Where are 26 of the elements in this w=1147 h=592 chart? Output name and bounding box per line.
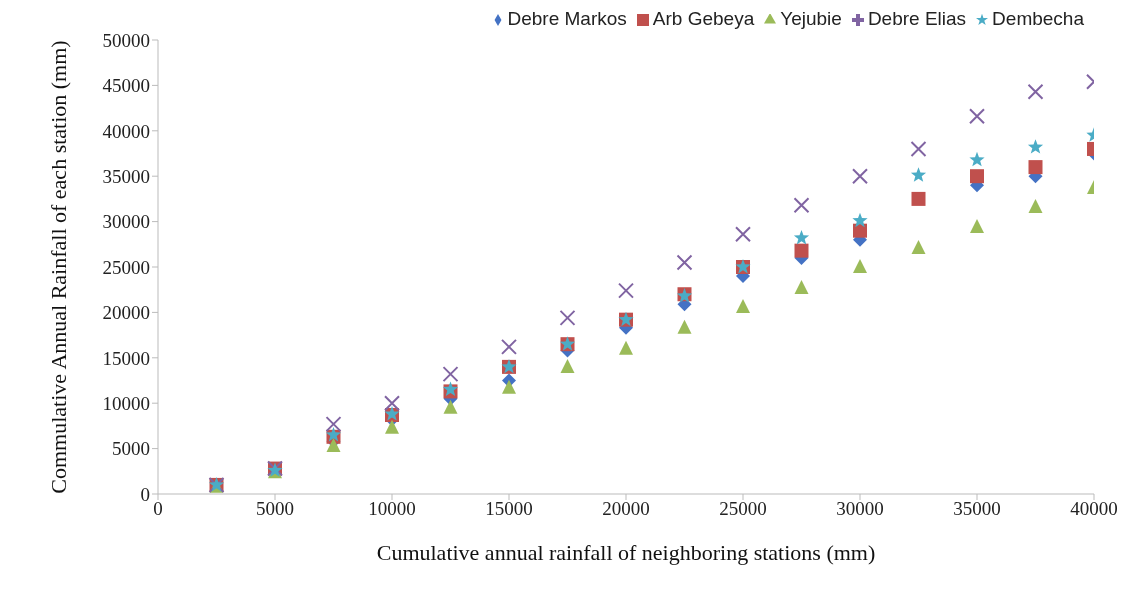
y-tick-label: 10000 [102, 392, 150, 414]
y-tick-label: 30000 [102, 211, 150, 233]
legend-label: Dembecha [992, 8, 1084, 29]
y-tick-label: 50000 [102, 29, 150, 51]
y-tick-label: 0 [140, 483, 150, 505]
y-tick-label: 20000 [102, 302, 150, 324]
x-tick-label: 10000 [368, 498, 416, 520]
x-tick-label: 40000 [1070, 498, 1118, 520]
x-tick-label: 15000 [485, 498, 533, 520]
y-tick-label: 15000 [102, 347, 150, 369]
legend-label: Debre Elias [867, 8, 967, 29]
y-tick-label: 35000 [102, 165, 150, 187]
x-axis-title: Cumulative annual rainfall of neighboring stations (mm) [376, 540, 876, 565]
x-tick-label: 20000 [602, 498, 650, 520]
y-tick-label: 25000 [102, 256, 150, 278]
legend-label: Debre Markos [507, 8, 627, 29]
legend-label: Yejubie [780, 8, 842, 29]
y-tick-label: 40000 [102, 120, 150, 142]
legend-label: Arb Gebeya [652, 8, 755, 29]
x-tick-label: 30000 [836, 498, 884, 520]
x-tick-label: 5000 [256, 498, 294, 520]
x-tick-label: 25000 [719, 498, 767, 520]
y-tick-label: 5000 [112, 438, 150, 460]
y-tick-label: 45000 [102, 75, 150, 97]
x-tick-label: 35000 [953, 498, 1001, 520]
y-axis-title: Commulative Annual Rainfall of each station (mm) [45, 40, 71, 494]
